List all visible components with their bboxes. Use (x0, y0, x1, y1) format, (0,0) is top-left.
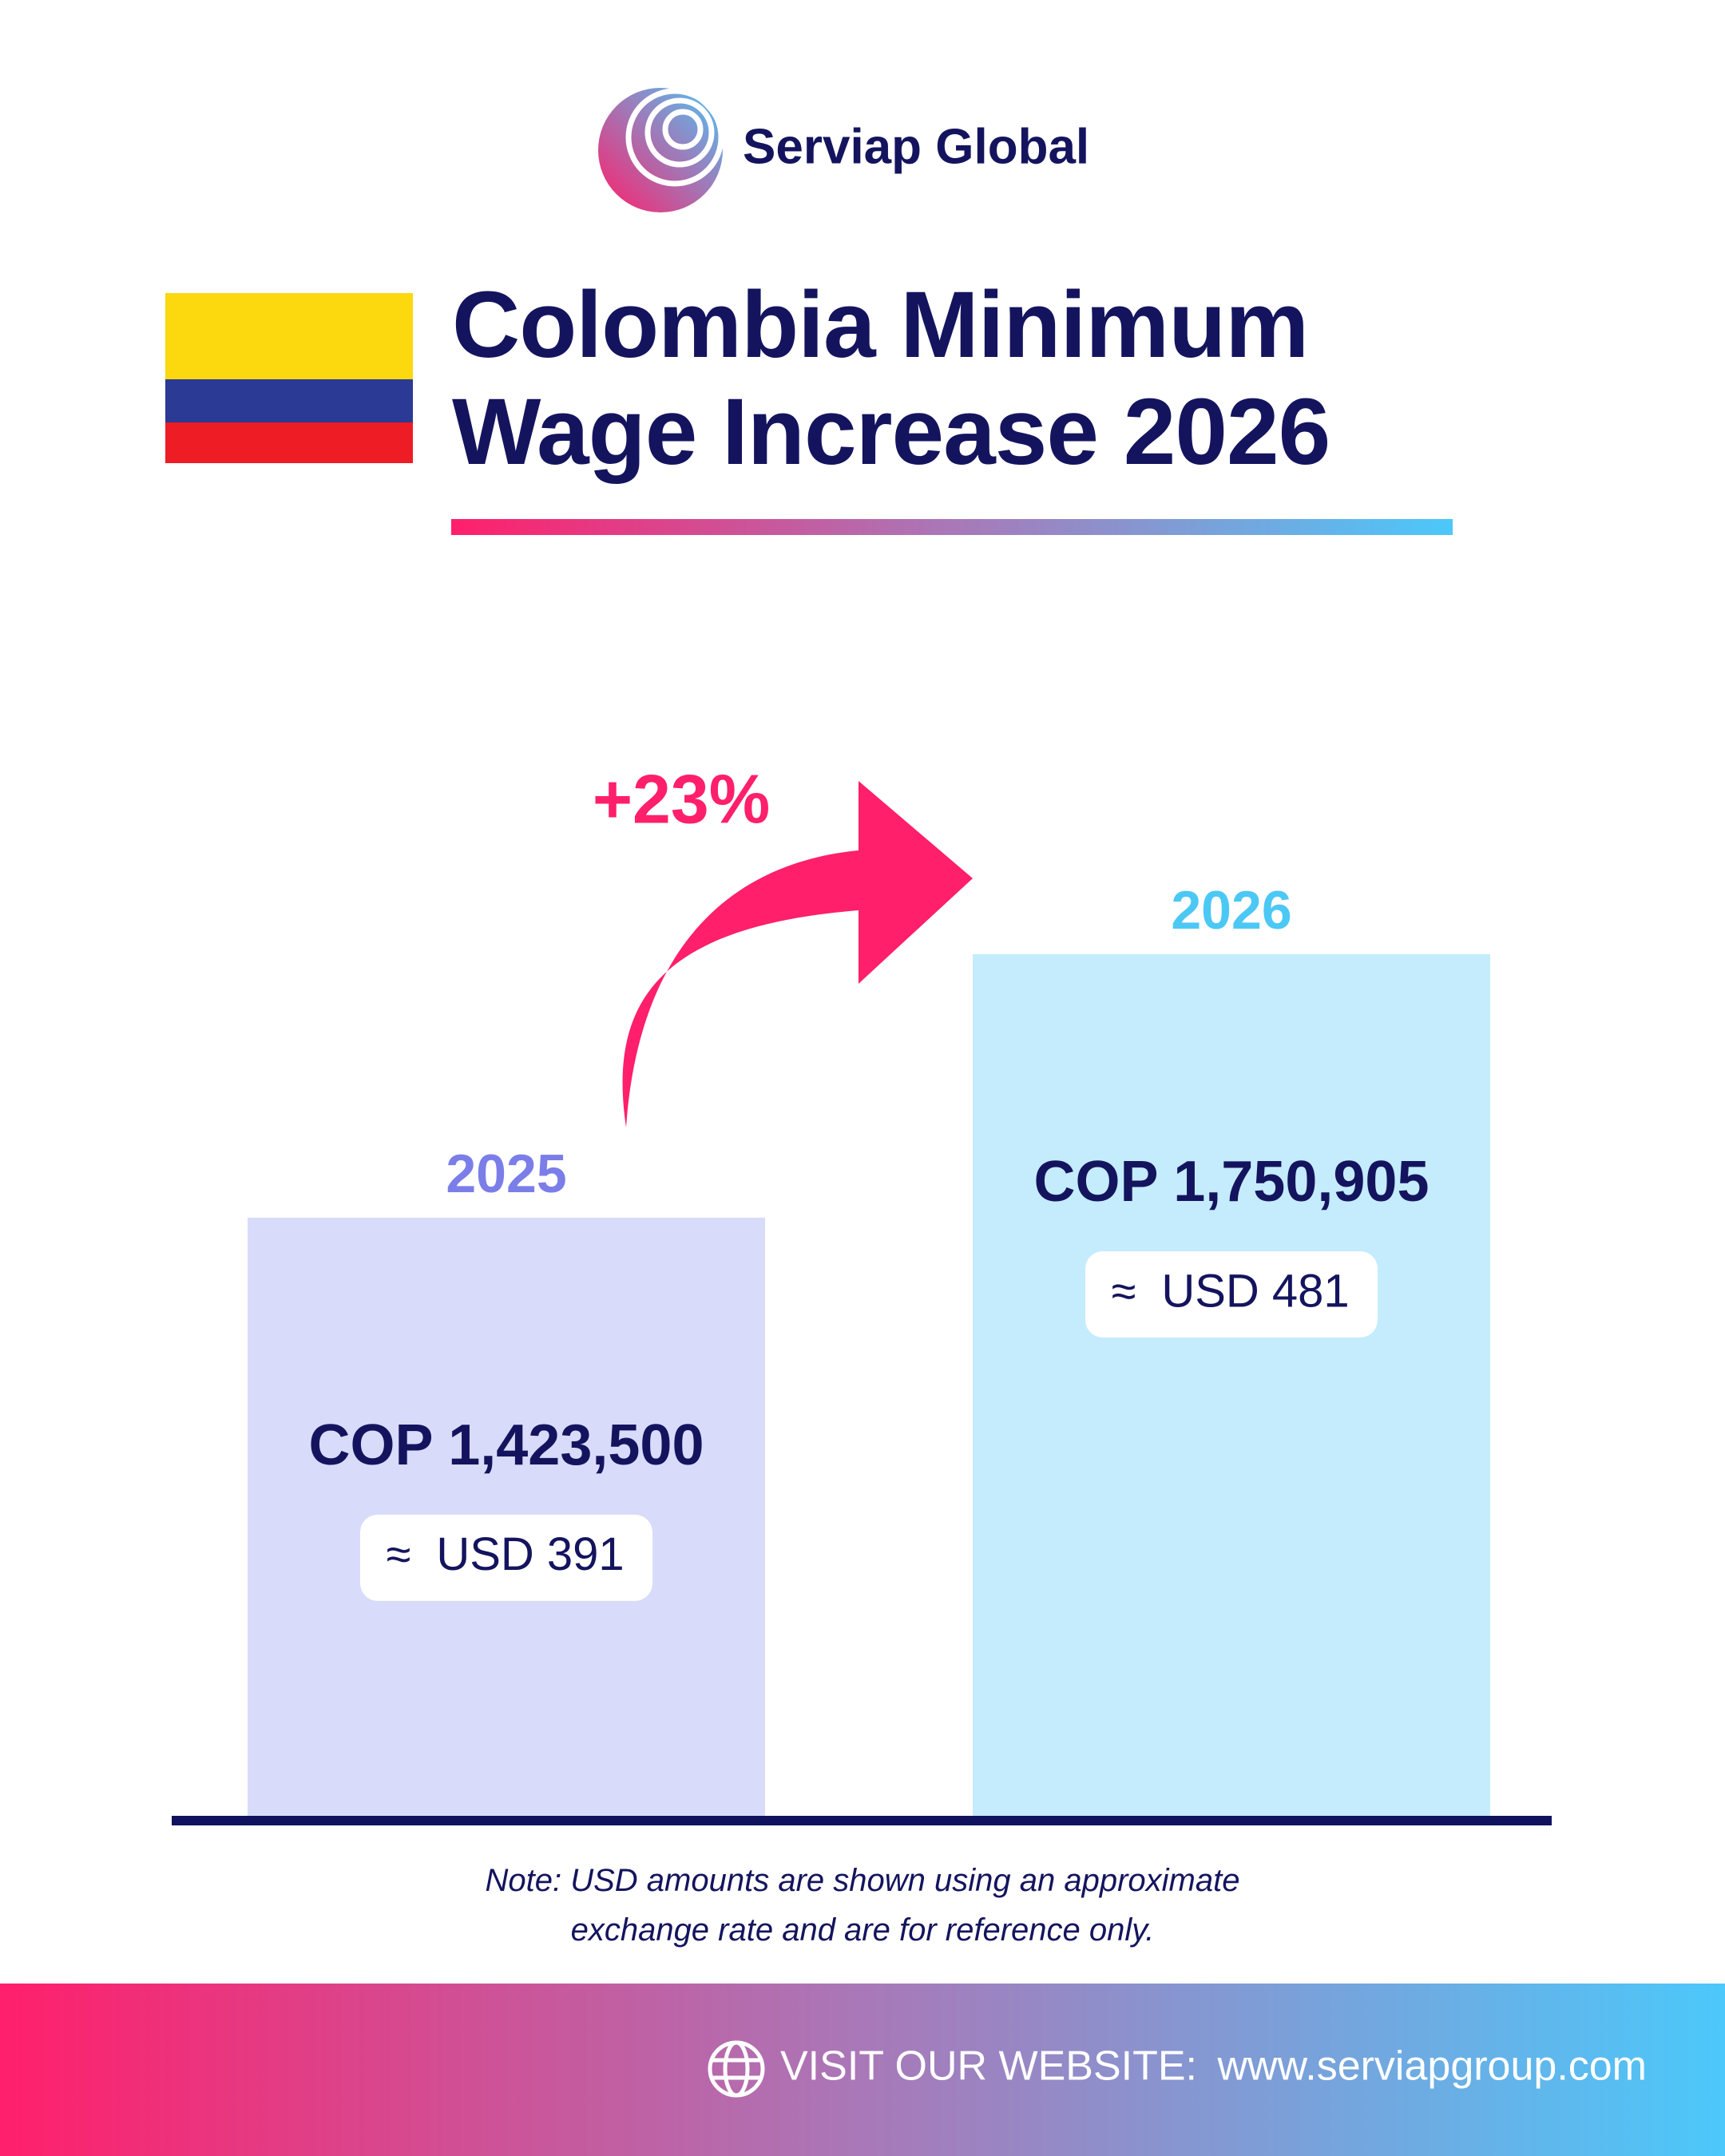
usd-label: USD 481 (1161, 1265, 1349, 1317)
footer-label: VISIT OUR WEBSITE: (780, 2043, 1197, 2090)
approx-symbol: ≈ (387, 1529, 411, 1579)
value-label: COP 1,423,500 (308, 1413, 704, 1477)
brand-name: Serviap Global (743, 119, 1089, 174)
logo (598, 88, 724, 212)
category-label: 2026 (1171, 880, 1291, 941)
chart-title: Colombia Minimum Wage Increase 2026 (452, 272, 1330, 485)
plot: 2025 COP 1,423,500 ≈ USD 391 2026 COP 1,750,9… (172, 762, 1552, 1825)
usd-pill (360, 1514, 652, 1601)
footer-url[interactable]: www.serviapgroup.com (1216, 2043, 1647, 2090)
footer-band (0, 1984, 1725, 2156)
bar (973, 953, 1490, 1816)
increase-arrow (622, 781, 973, 1128)
category-label: 2025 (446, 1143, 566, 1204)
value-label: COP 1,750,905 (1033, 1150, 1429, 1214)
flag (165, 293, 413, 463)
approx-symbol: ≈ (1112, 1266, 1136, 1316)
change-label: +23% (593, 762, 770, 838)
usd-label: USD 391 (436, 1528, 624, 1580)
note: Note: USD amounts are shown using an app… (485, 1863, 1240, 1948)
globe-icon (708, 2040, 765, 2098)
usd-pill (1085, 1250, 1378, 1338)
title-underline (451, 519, 1453, 535)
baseline (172, 1816, 1552, 1825)
